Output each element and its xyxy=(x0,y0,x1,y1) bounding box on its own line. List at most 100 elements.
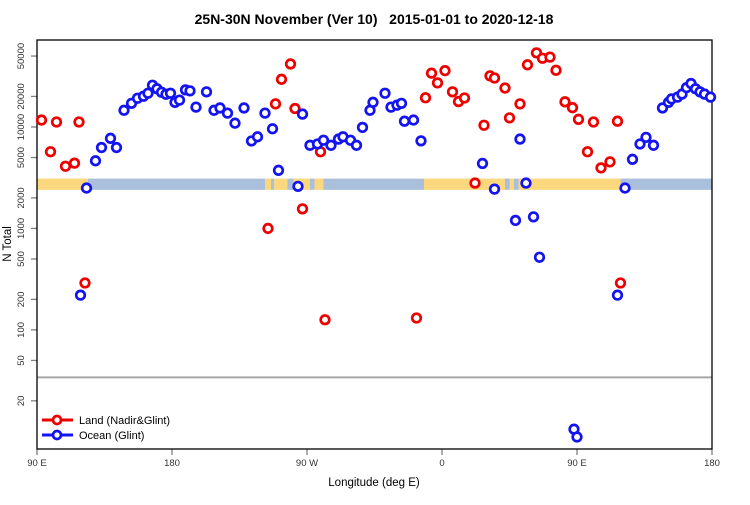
land-point xyxy=(503,112,516,124)
ocean-point xyxy=(571,431,583,443)
land-point xyxy=(469,177,481,189)
surface-band-land-segment xyxy=(37,178,88,190)
land-point xyxy=(550,64,562,76)
ocean-point xyxy=(626,153,639,165)
land-point xyxy=(262,222,274,235)
land-point xyxy=(446,86,459,98)
land-point xyxy=(587,116,600,128)
plot-border xyxy=(36,39,713,450)
land-point xyxy=(79,277,91,289)
land-point xyxy=(521,59,534,71)
land-point xyxy=(458,92,471,104)
x-tick-label: 90 W xyxy=(296,458,318,469)
legend-circle-symbol xyxy=(51,429,63,441)
land-point xyxy=(572,113,585,125)
land-point xyxy=(544,51,556,63)
land-point xyxy=(604,156,616,168)
ocean-point xyxy=(407,114,420,126)
ocean-point xyxy=(415,135,427,147)
ocean-point xyxy=(527,211,540,223)
surface-band-ocean-segment xyxy=(271,178,274,190)
surface-band-ocean-segment xyxy=(323,178,424,190)
land-point xyxy=(478,119,490,131)
land-point xyxy=(73,116,85,128)
land-point xyxy=(50,116,63,128)
ocean-point xyxy=(611,289,624,301)
land-point xyxy=(296,203,309,215)
y-axis-title: N Total xyxy=(2,226,14,262)
ocean-point xyxy=(214,102,226,114)
land-point xyxy=(499,82,511,94)
y-tick-label: 50 xyxy=(16,355,27,366)
surface-band-ocean-segment xyxy=(88,178,265,190)
ocean-point xyxy=(325,139,337,151)
y-tick-label: 200 xyxy=(16,291,27,307)
y-tick-label: 20 xyxy=(16,396,27,407)
land-point xyxy=(59,160,72,172)
y-tick-label: 50000 xyxy=(16,43,27,69)
land-point xyxy=(284,58,297,70)
land-point xyxy=(289,102,301,115)
ocean-point xyxy=(350,139,363,151)
ocean-point xyxy=(221,107,234,119)
ocean-point xyxy=(533,251,546,263)
ocean-point xyxy=(164,87,177,99)
ocean-point xyxy=(476,157,489,170)
ocean-point xyxy=(514,133,526,145)
surface-band-ocean-segment xyxy=(287,178,294,190)
land-point xyxy=(614,277,627,289)
ocean-point xyxy=(142,87,154,99)
ocean-point xyxy=(634,138,646,150)
y-tick-label: 2000 xyxy=(16,187,27,208)
surface-band-ocean-segment xyxy=(514,178,519,190)
land-point xyxy=(559,96,571,108)
ocean-point xyxy=(640,131,652,144)
y-tick-label: 10000 xyxy=(16,114,27,140)
x-tick-label: 90 E xyxy=(27,458,47,469)
ocean-point xyxy=(74,289,87,301)
ocean-point xyxy=(266,123,279,135)
land-point xyxy=(269,98,282,110)
ocean-point xyxy=(238,102,250,114)
x-tick-label: 180 xyxy=(704,458,720,469)
legend: Land (Nadir&Glint) Ocean (Glint) xyxy=(79,415,170,442)
ocean-point xyxy=(229,117,241,129)
ocean-point xyxy=(272,164,285,176)
ocean-point xyxy=(398,115,411,127)
y-tick-label: 5000 xyxy=(16,147,27,168)
ocean-point xyxy=(259,107,271,119)
ocean-point xyxy=(488,183,501,195)
x-axis-title: Longitude (deg E) xyxy=(328,477,420,489)
surface-band-land-segment xyxy=(424,178,505,190)
ocean-point xyxy=(292,180,304,192)
land-point xyxy=(488,72,501,84)
surface-band-ocean-segment xyxy=(620,178,712,190)
surface-band-land-segment xyxy=(509,178,514,190)
ocean-point xyxy=(110,141,123,154)
plot-layer: 20 50 100 200 500 1000 2000 5000 10000 20000 50000… xyxy=(16,39,720,469)
legend-circle-symbol xyxy=(51,414,63,426)
land-point xyxy=(275,73,288,85)
land-point xyxy=(68,157,81,169)
land-point xyxy=(410,312,423,324)
land-point xyxy=(419,92,432,104)
land-point xyxy=(425,67,438,79)
surface-band-ocean-segment xyxy=(310,178,315,190)
ocean-point xyxy=(395,97,408,109)
surface-band-land-segment xyxy=(265,178,271,190)
legend-label-land: Land (Nadir&Glint) xyxy=(79,415,170,427)
surface-band-land-segment xyxy=(314,178,324,190)
ocean-point xyxy=(317,134,330,146)
ocean-point xyxy=(296,108,309,120)
land-point xyxy=(319,314,331,326)
land-point xyxy=(514,98,526,110)
x-tick-label: 90 E xyxy=(567,458,587,469)
ocean-point xyxy=(173,94,186,106)
land-point xyxy=(35,114,48,126)
ocean-point xyxy=(356,121,369,134)
land-point xyxy=(595,162,607,174)
chart-title: 25N-30N November (Ver 10) 2015-01-01 to … xyxy=(195,11,554,27)
y-tick-label: 1000 xyxy=(16,218,27,239)
land-point xyxy=(611,115,624,127)
